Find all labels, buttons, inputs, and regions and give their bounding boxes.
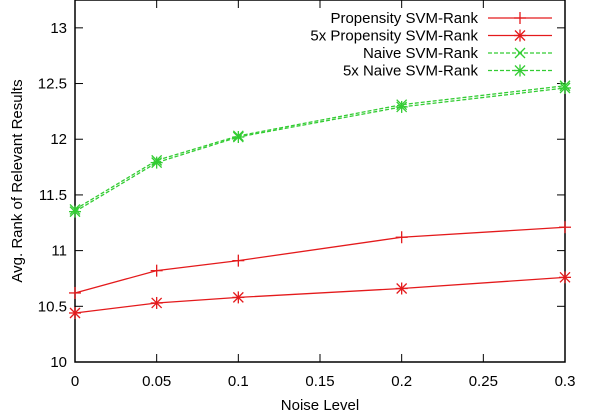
y-tick-labels: 10 10.5 11 11.5 12 12.5 13 — [38, 20, 67, 371]
data-point — [232, 254, 245, 267]
legend-item: 5x Propensity SVM-Rank — [310, 28, 552, 45]
x-tick-label: 0.15 — [305, 373, 334, 390]
series-4 — [69, 81, 571, 218]
x-tick-label: 0.25 — [469, 373, 498, 390]
legend-label: 5x Naive SVM-Rank — [343, 63, 479, 80]
y-tick-label: 10 — [50, 354, 67, 371]
data-point — [69, 205, 81, 218]
plot-frame — [74, 0, 566, 363]
data-point — [395, 282, 408, 295]
data-point — [514, 29, 526, 42]
data-point — [232, 131, 245, 144]
y-tick-label: 12 — [50, 131, 67, 148]
data-point — [150, 264, 163, 277]
y-tick-label: 11.5 — [39, 187, 67, 204]
y-axis-label: Avg. Rank of Relevant Results — [9, 79, 26, 282]
series-group — [69, 80, 571, 319]
series-1 — [69, 221, 571, 299]
y-tick-label: 10.5 — [38, 298, 67, 315]
series-line — [74, 276, 566, 314]
x-tick-label: 0.05 — [142, 373, 171, 390]
data-point — [559, 221, 571, 234]
y-tick-label: 12.5 — [38, 76, 67, 93]
x-tick-label: 0.3 — [555, 373, 576, 390]
series-2 — [69, 271, 571, 319]
legend-label: Naive SVM-Rank — [363, 45, 479, 62]
x-tick-labels: 0 0.05 0.1 0.15 0.2 0.25 0.3 — [71, 373, 576, 390]
series-3 — [69, 80, 571, 215]
x-tick-label: 0.1 — [228, 373, 249, 390]
x-axis-label: Noise Level — [281, 397, 359, 414]
legend-item: Propensity SVM-Rank — [330, 10, 552, 27]
data-point — [559, 271, 571, 284]
data-point — [232, 291, 245, 304]
x-tick-label: 0.2 — [391, 373, 412, 390]
legend-item: 5x Naive SVM-Rank — [343, 63, 552, 80]
series-line — [74, 87, 566, 213]
data-point — [69, 306, 81, 319]
data-point — [395, 231, 408, 244]
data-point — [150, 156, 163, 169]
series-line — [74, 226, 566, 294]
data-point — [514, 12, 526, 24]
data-point — [514, 64, 526, 77]
data-point — [69, 286, 81, 299]
series-line — [74, 85, 566, 210]
y-tick-label: 11 — [51, 243, 67, 260]
axis-ticks — [74, 0, 566, 363]
data-point — [150, 296, 163, 309]
legend-label: Propensity SVM-Rank — [330, 10, 478, 27]
data-point — [395, 100, 408, 113]
data-point — [559, 81, 571, 94]
x-tick-label: 0 — [71, 373, 79, 390]
y-tick-label: 13 — [50, 20, 67, 37]
data-point — [514, 47, 526, 59]
legend-label: 5x Propensity SVM-Rank — [310, 28, 478, 45]
legend-item: Naive SVM-Rank — [363, 45, 552, 62]
